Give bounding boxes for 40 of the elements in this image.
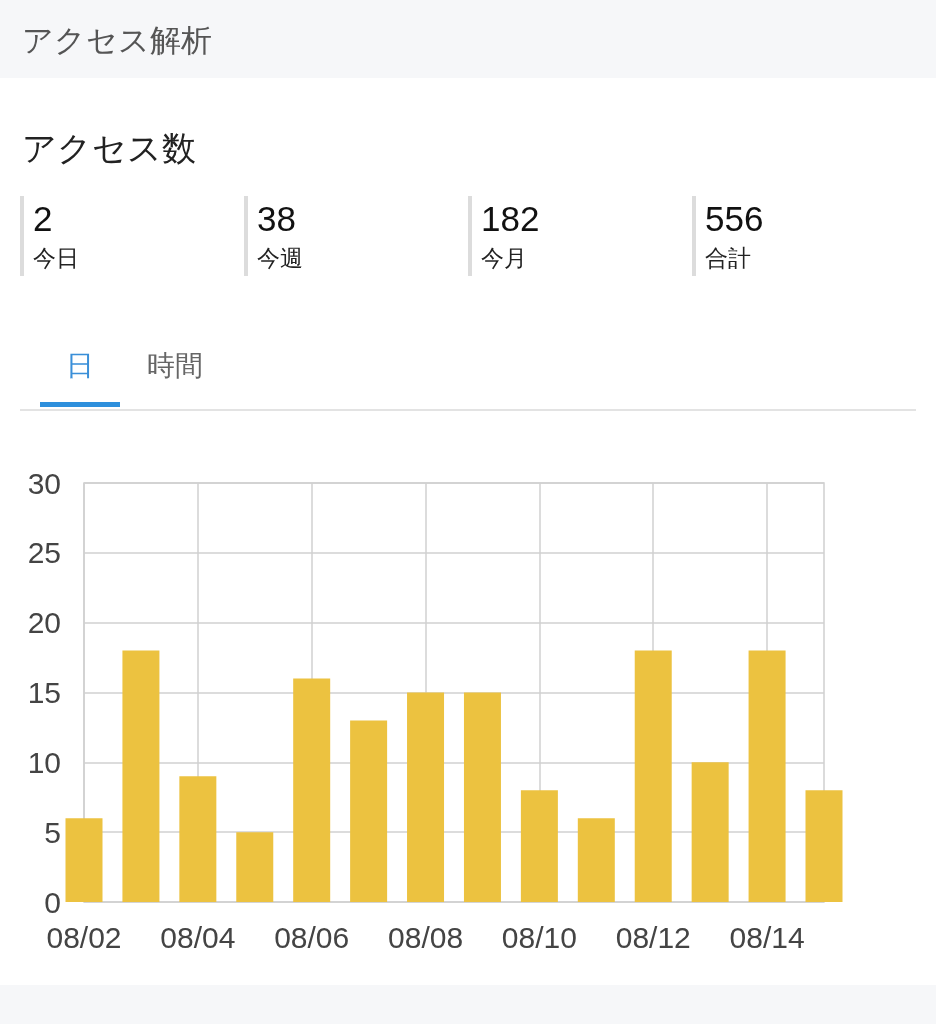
text: 2 [33, 199, 53, 239]
x-tick-label: 08/08 [388, 920, 464, 954]
text: アクセス解析 [22, 22, 212, 60]
bar [691, 762, 729, 902]
x-tick-label: 08/10 [501, 920, 577, 954]
y-tick-label: 10 [27, 745, 61, 779]
text: 合計 [705, 244, 751, 273]
text: 556 [705, 199, 764, 239]
text: 日 [65, 349, 95, 383]
bar [65, 818, 103, 902]
bar [407, 692, 445, 902]
text: アクセス数 [22, 128, 196, 169]
y-tick-label: 5 [44, 815, 61, 849]
bar [463, 692, 501, 902]
bar [350, 720, 388, 902]
bar [236, 832, 274, 902]
text: 182 [481, 199, 540, 239]
bar [634, 650, 672, 902]
x-tick-label: 08/12 [615, 920, 691, 954]
bar [748, 650, 786, 902]
text: 今週 [257, 244, 303, 273]
text: 時間 [146, 349, 204, 383]
x-tick-label: 08/04 [160, 920, 236, 954]
bar [805, 790, 843, 902]
text: 38 [257, 199, 296, 239]
y-tick-label: 25 [27, 536, 61, 570]
y-tick-label: 15 [27, 676, 61, 709]
bar [577, 818, 615, 902]
y-tick-label: 30 [27, 466, 61, 500]
bar [293, 678, 331, 902]
x-tick-label: 08/14 [729, 920, 805, 954]
x-tick-label: 08/06 [274, 920, 350, 954]
bar [520, 790, 558, 902]
bar [179, 776, 217, 902]
text: 今月 [481, 244, 527, 273]
x-tick-label: 08/02 [46, 920, 122, 954]
text: 今日 [33, 244, 79, 273]
y-tick-label: 20 [27, 606, 61, 640]
y-tick-label: 0 [44, 885, 61, 919]
bar [122, 650, 160, 902]
